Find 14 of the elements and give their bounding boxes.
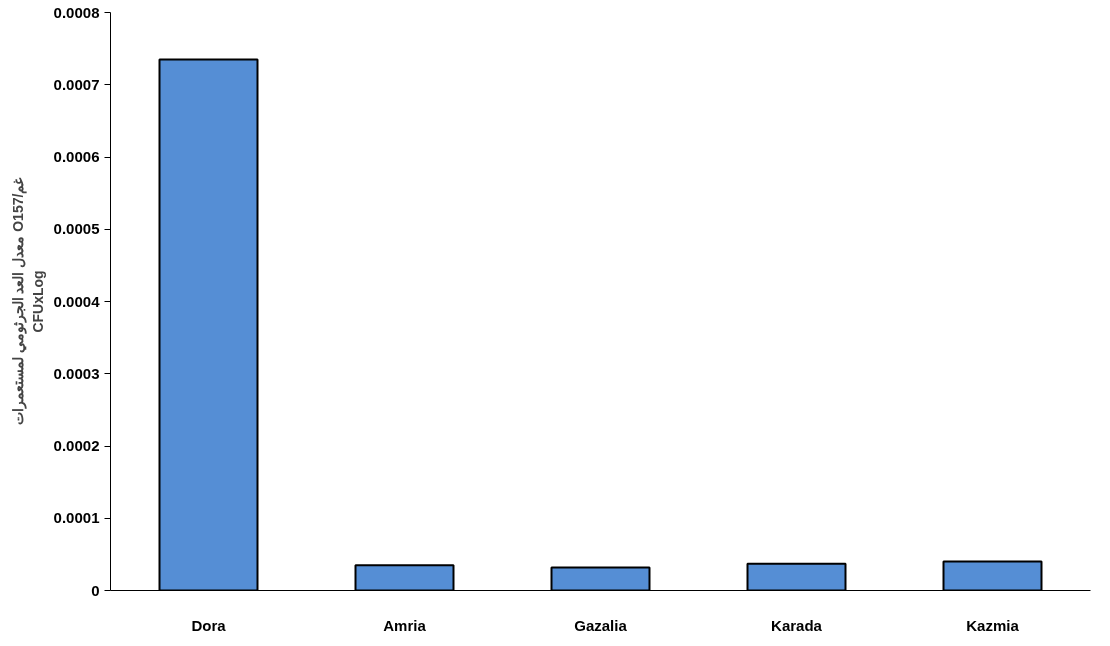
y-tick-label: 0 — [91, 581, 100, 599]
y-tick-label: 0.0001 — [53, 509, 100, 527]
y-tick-label: 0.0002 — [53, 437, 100, 454]
x-tick-label: Amria — [383, 616, 427, 634]
x-tick-label: Karada — [771, 616, 823, 634]
x-tick-label: Kazmia — [966, 616, 1020, 634]
x-tick-label: Dora — [191, 616, 227, 634]
y-tick-label: 0.0004 — [53, 292, 101, 310]
x-tick-label: Gazalia — [574, 616, 628, 634]
y-tick-label: 0.0007 — [53, 75, 100, 93]
y-tick-label: 0.0005 — [53, 220, 100, 238]
y-tick-label: 0.0008 — [53, 3, 100, 21]
y-tick-label: 0.0003 — [53, 364, 100, 382]
y-tick-label: 0.0006 — [53, 148, 100, 165]
